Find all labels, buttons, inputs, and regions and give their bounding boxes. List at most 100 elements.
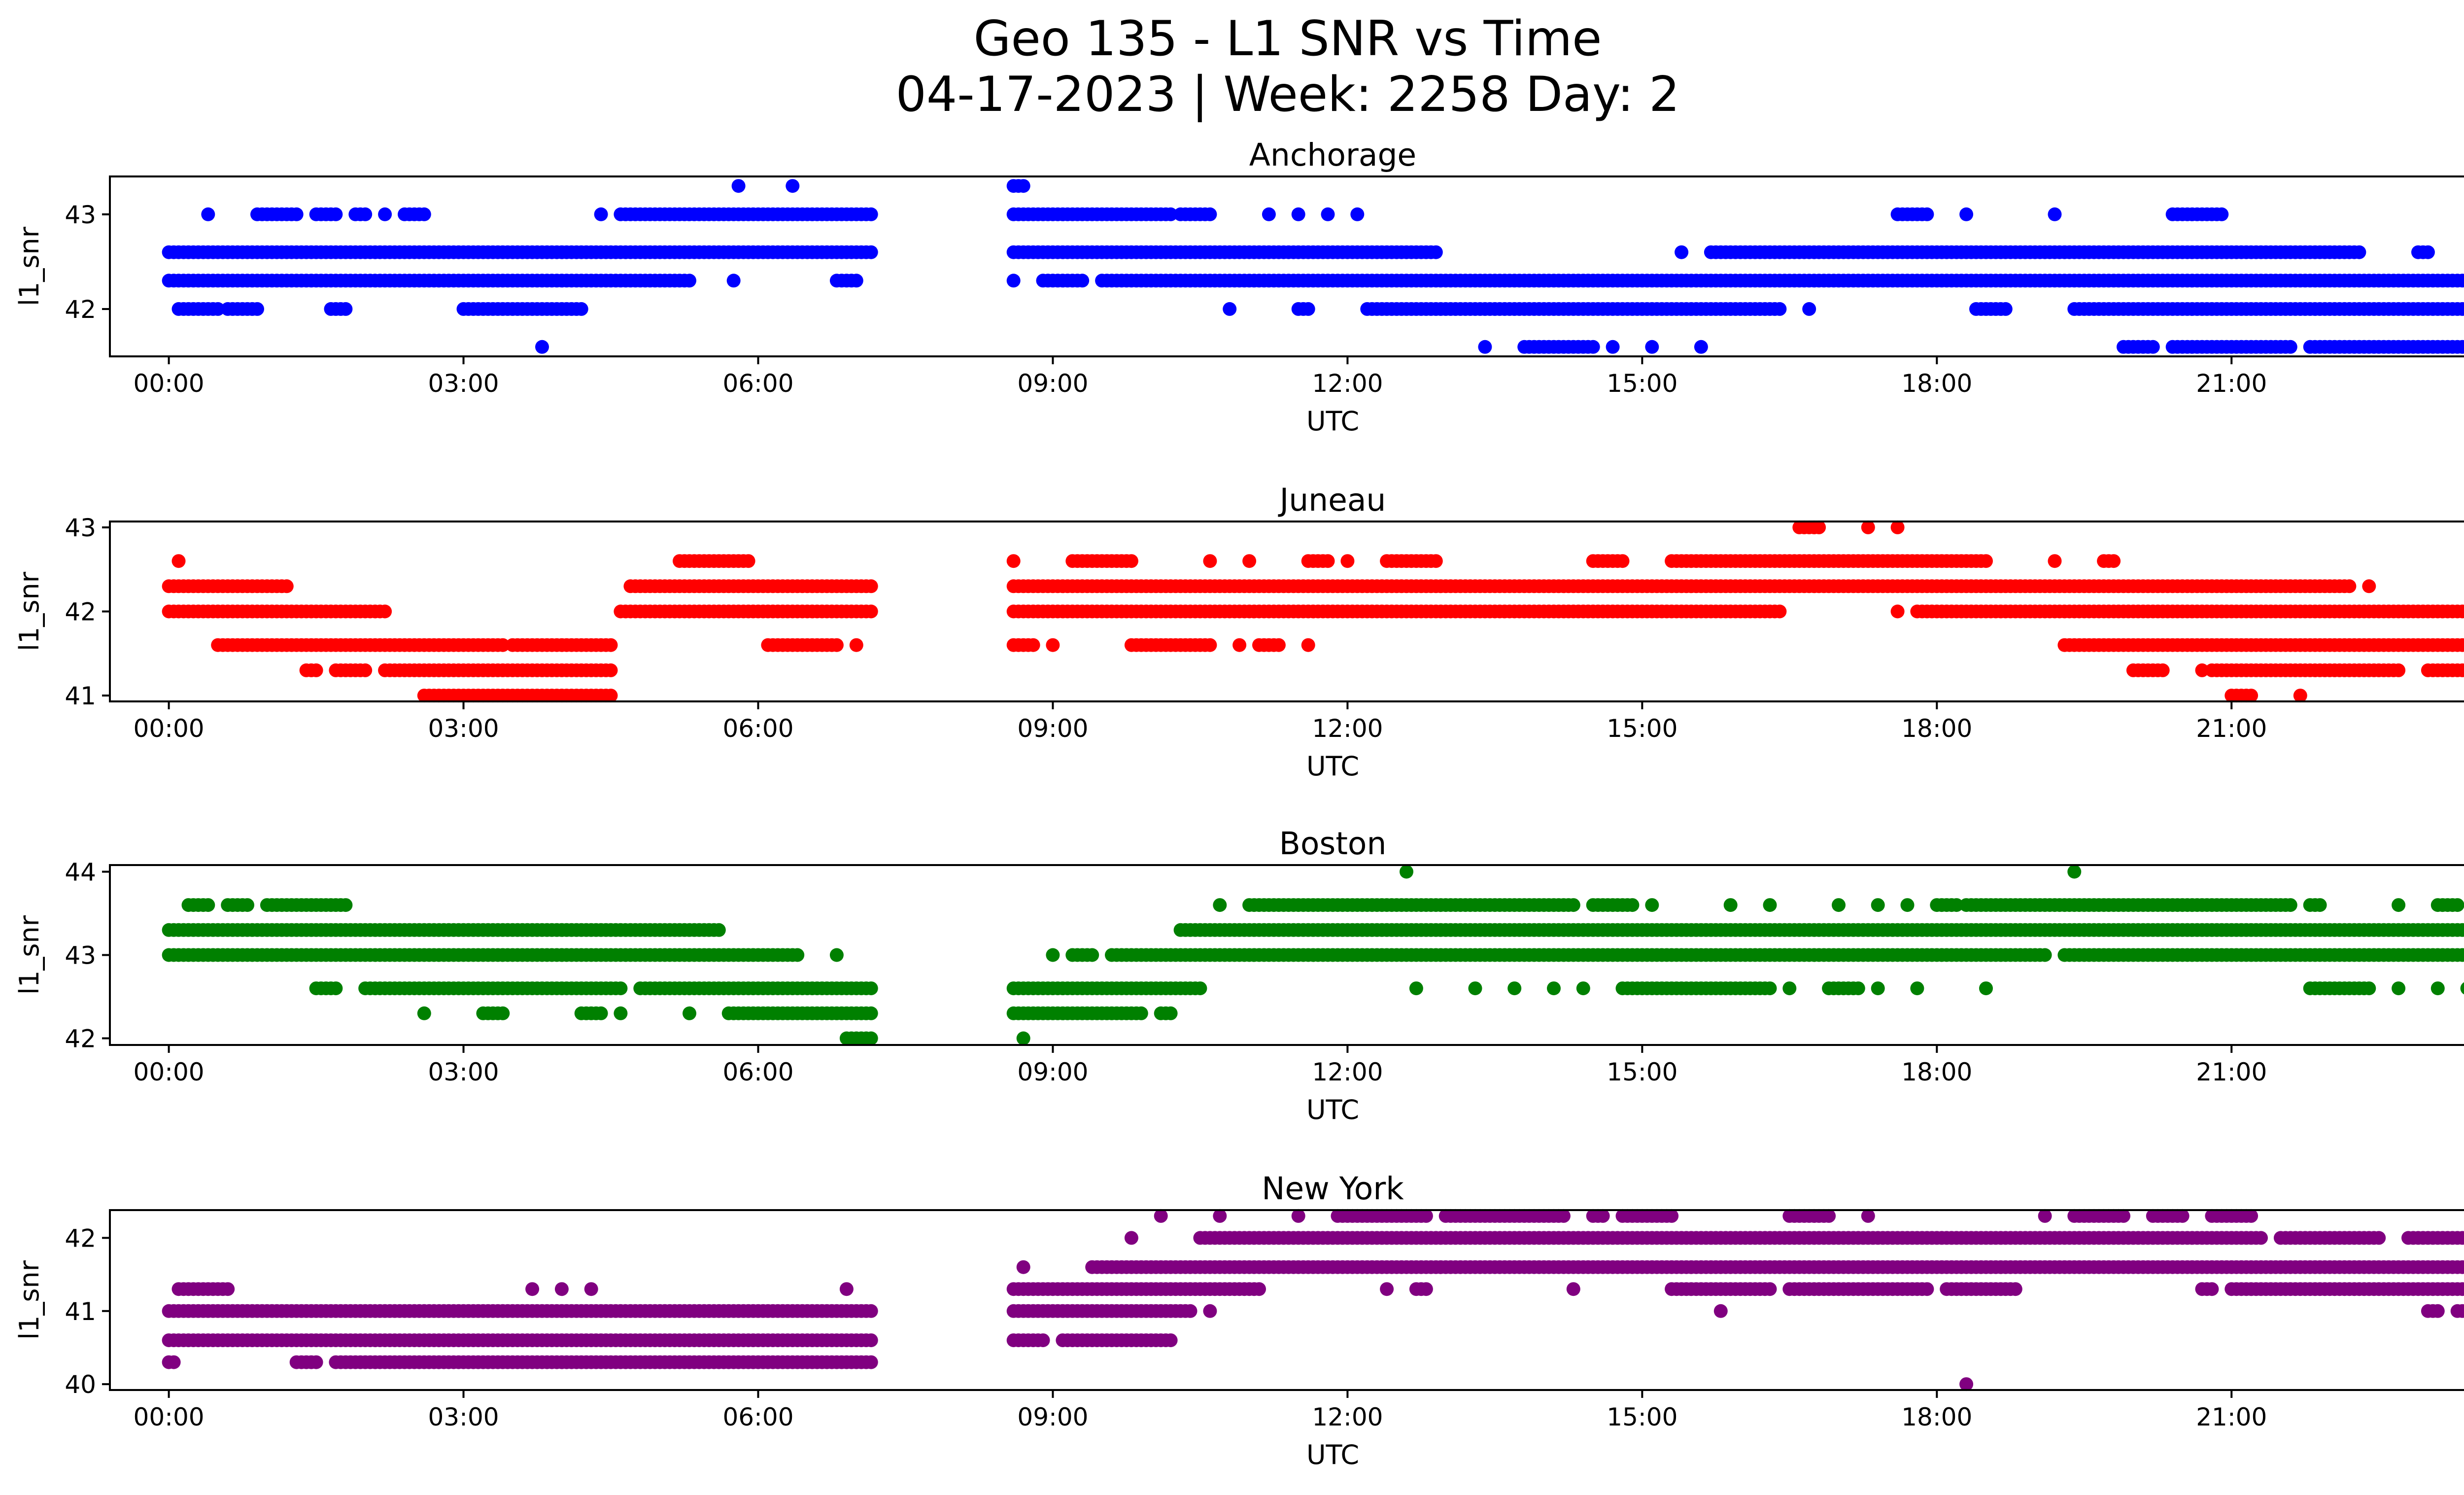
anchorage-point [1223,302,1237,316]
juneau-point [1615,554,1630,568]
boston-point [614,981,628,996]
anchorage-point [250,302,264,316]
anchorage-point [574,302,588,316]
juneau-point [1124,554,1138,568]
juneau-point [1046,638,1060,652]
anchorage-point [1920,207,1934,221]
juneau-point [378,604,392,619]
boston-point [1763,981,1777,996]
juneau-point [1890,520,1905,534]
boston-point [201,898,215,912]
anchorage-x-tick-label: 18:00 [1901,369,1972,398]
anchorage-x-tick-label: 00:00 [134,369,205,398]
boston-point [790,948,805,962]
anchorage-point [1301,302,1315,316]
boston-point [1871,898,1885,912]
new-york-point [1203,1304,1217,1318]
anchorage-point [726,274,741,288]
boston-point [1910,981,1924,996]
anchorage-point [1694,340,1708,354]
boston-point [1979,981,1993,996]
anchorage-point [2460,341,2464,353]
juneau-x-tick-label: 03:00 [428,714,499,743]
anchorage-point [2460,303,2464,315]
juneau-point [358,663,373,677]
boston-title: Boston [1279,826,1387,862]
juneau-point [604,689,618,703]
boston-point [1046,948,1060,962]
anchorage-point [2352,245,2366,259]
juneau-point [2392,663,2406,677]
boston-point [339,898,353,912]
boston-point [2392,981,2406,996]
juneau-x-tick-label: 12:00 [1312,714,1383,743]
boston-point [2450,898,2464,912]
boston-y-axis-label: l1_snr [14,915,45,995]
juneau-point [1321,554,1335,568]
boston-point [1409,981,1423,996]
anchorage-point [2146,340,2160,354]
anchorage-points [162,179,2464,354]
boston-point [2460,924,2464,937]
anchorage-point [1203,207,1217,221]
new-york-point [1036,1333,1050,1348]
new-york-point [864,1355,878,1369]
boston-y-tick-label: 44 [65,858,96,887]
boston-point [1547,981,1561,996]
juneau-point [1340,554,1355,568]
juneau-point [2107,554,2121,568]
boston-point [1625,898,1640,912]
juneau-point [2460,664,2464,677]
boston-point [1213,898,1227,912]
juneau-x-tick-label: 06:00 [722,714,793,743]
boston-point [1134,1006,1148,1020]
juneau-point [2244,689,2259,703]
boston-point [1900,898,1915,912]
juneau-point [1203,554,1217,568]
anchorage-point [1675,245,1689,259]
anchorage-x-tick-label: 03:00 [428,369,499,398]
boston-point [329,981,343,996]
anchorage-point [864,207,878,221]
juneau-point [741,554,755,568]
anchorage-point [683,274,696,288]
anchorage-x-tick-label: 09:00 [1017,369,1088,398]
boston-x-tick-label: 00:00 [134,1058,205,1086]
anchorage-point [1429,245,1443,259]
new-york-title: New York [1262,1171,1404,1207]
new-york-point [864,1333,878,1348]
new-york-point [864,1304,878,1318]
boston-point [1016,1031,1030,1045]
anchorage-point [1006,274,1021,288]
anchorage-point [1350,207,1365,221]
new-york-point [221,1282,235,1296]
anchorage-point [329,207,343,221]
boston-point [1507,981,1522,996]
boston-point [496,1006,510,1020]
boston-point [864,981,878,996]
new-york-point [1016,1260,1030,1274]
juneau-point [864,604,878,619]
boston-y-tick-label: 43 [65,941,96,970]
juneau-y-axis-label: l1_snr [14,571,45,651]
anchorage-axes-frame [109,175,2464,357]
new-york-point [584,1282,598,1296]
anchorage-point [2283,340,2297,354]
boston-x-tick-label: 03:00 [428,1058,499,1086]
boston-point [2038,948,2052,962]
juneau-y-tick-label: 42 [65,598,96,626]
juneau-point [1429,554,1443,568]
boston-y-tick-label: 42 [65,1024,96,1053]
juneau-title: Juneau [1278,482,1386,518]
juneau-point [1026,638,1040,652]
juneau-point [2195,663,2209,677]
anchorage-point [1478,340,1492,354]
anchorage-point [1164,207,1178,221]
juneau-point [2342,579,2357,593]
new-york-point [1380,1282,1394,1296]
boston-point [2362,981,2376,996]
juneau-point [1812,520,1826,534]
new-york-point [167,1355,181,1369]
boston-point [1763,898,1777,912]
